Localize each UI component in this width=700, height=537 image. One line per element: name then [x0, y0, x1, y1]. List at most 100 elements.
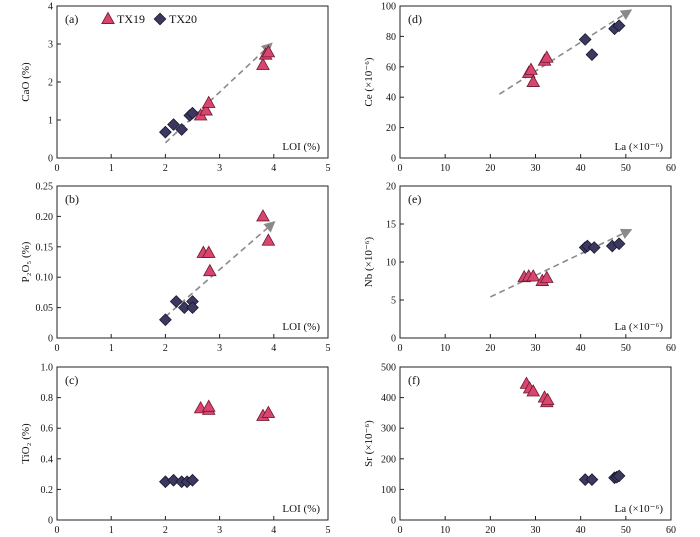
y-tick-label-c: 0.2	[41, 485, 54, 496]
y-tick-label-d: 0	[391, 154, 396, 165]
y-tick-label-c: 0.4	[41, 454, 54, 465]
x-tick-label-c: 2	[163, 525, 168, 536]
y-axis-label-b: P₂O₅ (%)	[20, 241, 32, 282]
x-tick-label-a: 0	[55, 163, 60, 174]
point-tx20-d	[578, 33, 592, 46]
x-tick-label-c: 4	[271, 525, 276, 536]
point-tx20-e	[587, 241, 601, 254]
panel-label-a: (a)	[65, 12, 78, 26]
point-tx20-a	[167, 118, 180, 131]
point-tx20-b	[186, 301, 199, 314]
x-tick-label-f: 20	[485, 525, 495, 536]
point-tx20-a	[159, 125, 172, 139]
y-tick-label-b: 0	[48, 334, 53, 345]
x-tick-label-c: 5	[326, 525, 331, 536]
legend: TX19 TX20	[101, 11, 197, 26]
point-tx19-b	[261, 233, 276, 246]
x-tick-label-a: 2	[163, 163, 168, 174]
x-tick-label-a: 1	[109, 163, 114, 174]
x-tick-label-b: 4	[271, 343, 276, 354]
x-axis-label-e: La (×10⁻⁶)	[614, 321, 663, 333]
point-tx19-f	[540, 392, 555, 405]
y-tick-label-d: 60	[386, 62, 396, 73]
plot-frame-a	[56, 5, 329, 159]
panel-label-b: (b)	[65, 192, 79, 206]
x-axis-label-a: LOI (%)	[282, 141, 320, 153]
legend-marker-tx19	[101, 11, 115, 24]
x-tick-label-d: 0	[398, 163, 403, 174]
point-tx19-b	[201, 245, 216, 258]
point-tx20-c	[167, 473, 180, 487]
y-tick-label-c: 0.8	[41, 393, 54, 404]
point-tx19-c	[201, 399, 216, 412]
y-tick-label-f: 0	[391, 516, 396, 527]
x-tick-label-f: 30	[531, 525, 541, 536]
y-tick-label-e: 0	[391, 334, 396, 345]
y-tick-label-f: 300	[381, 424, 396, 435]
x-tick-label-e: 60	[666, 343, 676, 354]
x-tick-label-f: 50	[621, 525, 631, 536]
y-tick-label-b: 0.25	[36, 182, 54, 193]
x-tick-label-f: 10	[440, 525, 450, 536]
x-tick-label-e: 30	[531, 343, 541, 354]
point-tx20-a	[186, 106, 199, 120]
legend-label-tx20: TX20	[169, 12, 197, 26]
x-tick-label-e: 0	[398, 343, 403, 354]
y-tick-label-b: 0.20	[36, 212, 54, 223]
x-tick-label-e: 50	[621, 343, 631, 354]
x-tick-label-b: 1	[109, 343, 114, 354]
x-tick-label-b: 0	[55, 343, 60, 354]
x-tick-label-f: 60	[666, 525, 676, 536]
panel-label-d: (d)	[408, 12, 422, 26]
x-tick-label-a: 4	[271, 163, 276, 174]
x-tick-label-c: 1	[109, 525, 114, 536]
y-tick-label-f: 500	[381, 363, 396, 374]
point-tx20-d	[612, 19, 626, 33]
trend-arrow-b	[164, 221, 276, 318]
plot-frame-e	[399, 185, 672, 339]
point-tx20-a	[175, 123, 189, 136]
y-tick-label-a: 0	[48, 154, 53, 165]
trend-arrow-e	[489, 228, 633, 298]
y-tick-label-d: 20	[386, 123, 396, 134]
y-tick-label-c: 0.6	[41, 424, 54, 435]
x-tick-label-a: 5	[326, 163, 331, 174]
legend-label-tx19: TX19	[117, 12, 145, 26]
y-tick-label-d: 100	[381, 2, 396, 13]
point-tx20-f	[612, 469, 626, 483]
x-tick-label-a: 3	[217, 163, 222, 174]
trend-arrow-d	[498, 9, 633, 95]
x-tick-label-d: 10	[440, 163, 450, 174]
point-tx19-a	[201, 95, 216, 108]
point-tx19-e	[539, 270, 554, 283]
y-tick-label-d: 40	[386, 93, 396, 104]
x-tick-label-d: 50	[621, 163, 631, 174]
y-axis-label-d: Ce (×10⁻⁶)	[363, 57, 375, 106]
x-axis-label-f: La (×10⁻⁶)	[614, 503, 663, 515]
y-tick-label-f: 100	[381, 485, 396, 496]
y-tick-label-b: 0.05	[36, 303, 54, 314]
point-tx19-c	[261, 405, 276, 418]
point-tx19-a	[261, 45, 276, 58]
y-axis-label-e: Nb (×10⁻⁶)	[363, 236, 375, 287]
y-tick-label-a: 2	[48, 78, 53, 89]
y-axis-label-f: Sr (×10⁻⁶)	[363, 420, 375, 467]
y-tick-label-a: 1	[48, 116, 53, 127]
x-tick-label-f: 0	[398, 525, 403, 536]
panel-a: 0 1 2 3 4 5 0 1 2 3 4 (a) LOI (%) CaO (%) TX19 TX20	[20, 2, 331, 175]
plot-frame-c	[56, 366, 329, 521]
x-tick-label-d: 60	[666, 163, 676, 174]
x-tick-label-c: 0	[55, 525, 60, 536]
point-tx19-a	[256, 57, 270, 70]
y-tick-label-c: 1.0	[41, 363, 54, 374]
point-tx19-d	[526, 74, 541, 87]
x-axis-label-c: LOI (%)	[282, 503, 320, 515]
point-tx20-b	[169, 295, 183, 308]
panel-e: 0 10 20 30 40 50 60 0 5 10 15 20 (e) La (×10⁻⁶) Nb (×1…	[363, 182, 676, 355]
y-tick-label-b: 0.15	[36, 242, 54, 253]
panel-d: 0 10 20 30 40 50 60 0 20 40 60 80 100 (d) La (×10⁻⁶) Ce…	[363, 2, 676, 175]
y-tick-label-e: 10	[386, 258, 396, 269]
point-tx20-b	[159, 313, 172, 327]
